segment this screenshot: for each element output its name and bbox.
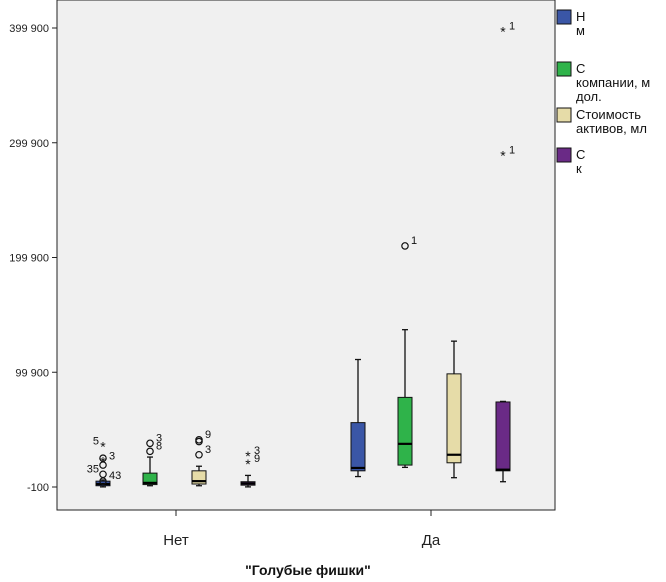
- box-plot-group: [446, 340, 462, 479]
- outlier-circle: [146, 439, 154, 448]
- outlier-label: 1: [509, 144, 515, 156]
- legend-label: Н: [576, 9, 585, 24]
- outlier-star: *: [500, 23, 506, 39]
- box: [142, 472, 158, 486]
- legend-label: дол.: [576, 89, 602, 104]
- outlier-label: 1: [411, 235, 417, 247]
- legend-label: м: [576, 23, 585, 38]
- legend-label: активов, мл: [576, 121, 647, 136]
- box-plot-group: * 3* 9: [240, 445, 260, 488]
- legend-swatch: [556, 61, 572, 77]
- legend-swatch: [556, 9, 572, 25]
- y-tick-label: 99 900: [15, 367, 49, 379]
- outlier-circle: [99, 477, 107, 485]
- x-axis-ticks: Нет Да: [163, 510, 441, 549]
- outlier-label: 3: [109, 451, 115, 463]
- x-tick-label: Нет: [163, 532, 189, 549]
- outlier-star: *: [500, 147, 506, 163]
- legend-swatch: [556, 147, 572, 163]
- legend-label: к: [576, 161, 582, 176]
- legend-label: С: [576, 147, 585, 162]
- outlier-circle: [195, 437, 203, 446]
- box-plot-group: 38: [142, 432, 162, 487]
- y-axis-ticks: -100 99 900 199 900 299 900 399 900: [9, 23, 57, 494]
- box-plot-group: [350, 358, 366, 478]
- outlier-label: 3: [254, 445, 260, 457]
- outlier-label: 3: [205, 444, 211, 456]
- outlier-star: *: [245, 456, 251, 472]
- outlier-star: *: [100, 439, 106, 455]
- outlier-label: 43: [109, 470, 121, 482]
- x-tick-label: Да: [422, 532, 441, 549]
- y-tick-label: -100: [27, 482, 49, 494]
- outlier-star: *: [245, 448, 251, 464]
- legend-label: С: [576, 61, 585, 76]
- outlier-circle: [99, 461, 107, 469]
- outlier-circle: [146, 447, 154, 456]
- box: [350, 422, 366, 472]
- box: [446, 373, 462, 464]
- outlier-label: 9: [254, 453, 260, 465]
- legend-label: Стоимость: [576, 107, 641, 122]
- outlier-circle: [401, 242, 409, 250]
- outlier-label: 35: [87, 463, 99, 475]
- box-plot-group: 93: [191, 429, 211, 487]
- outlier-label: 1: [509, 20, 515, 32]
- box-plot-group: 1: [397, 235, 417, 469]
- outlier-circle: [195, 450, 203, 459]
- y-tick-label: 399 900: [9, 23, 49, 35]
- outlier-label: 5: [93, 436, 99, 448]
- outlier-label: 8: [156, 440, 162, 452]
- x-axis-title: "Голубые фишки": [245, 562, 371, 578]
- y-tick-label: 199 900: [9, 253, 49, 265]
- outlier-label: 3: [156, 432, 162, 444]
- y-tick-label: 299 900: [9, 138, 49, 150]
- box: [495, 401, 511, 472]
- legend-label: компании, м: [576, 75, 650, 90]
- legend-swatch: [556, 107, 572, 123]
- box: [397, 396, 413, 466]
- outlier-label: 9: [205, 429, 211, 441]
- box-plot-group: * 1* 1: [495, 20, 515, 483]
- plot-area: [56, 0, 556, 511]
